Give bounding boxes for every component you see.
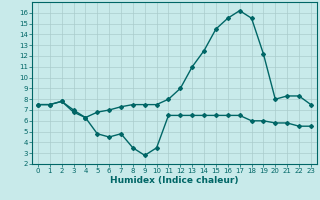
X-axis label: Humidex (Indice chaleur): Humidex (Indice chaleur) <box>110 176 239 185</box>
